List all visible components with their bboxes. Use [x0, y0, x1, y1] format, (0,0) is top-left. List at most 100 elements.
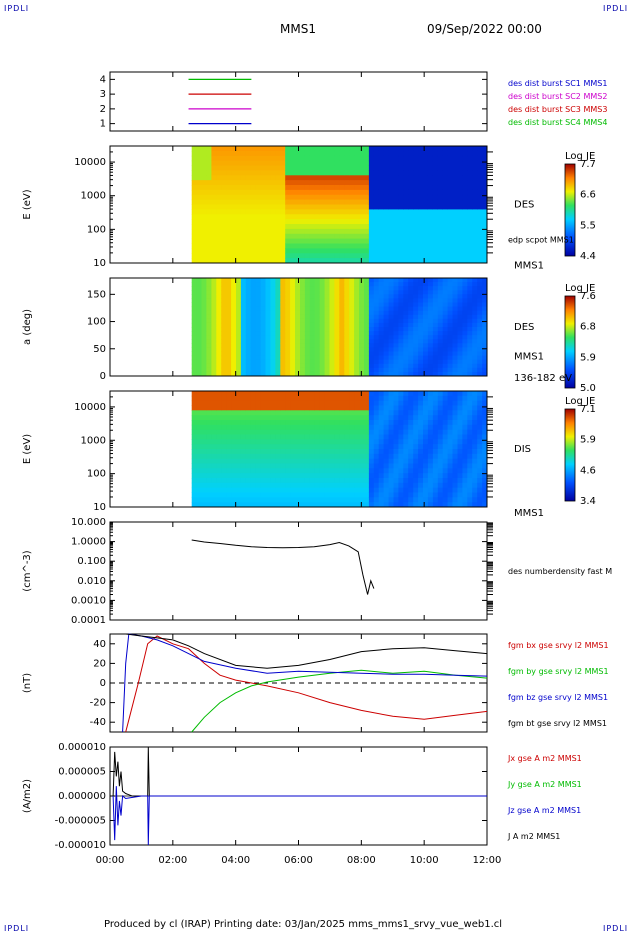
heatmap-cell — [206, 478, 212, 484]
heatmap-cell — [226, 253, 232, 259]
heatmap-cell — [196, 189, 202, 196]
heatmap-cell — [285, 359, 291, 365]
heatmap-cell — [413, 253, 419, 259]
heatmap-cell — [388, 209, 394, 215]
heatmap-cell — [319, 310, 326, 316]
heatmap-cell — [457, 160, 463, 166]
heatmap-cell — [354, 482, 360, 489]
heatmap-cell — [457, 233, 463, 240]
heatmap-cell — [388, 473, 394, 479]
heatmap-cell — [418, 410, 424, 416]
heatmap-cell — [359, 482, 365, 489]
heatmap-cell — [408, 214, 414, 220]
heatmap-cell — [314, 444, 321, 450]
heatmap-cell — [260, 204, 266, 210]
heatmap-cell — [354, 497, 360, 503]
heatmap-cell — [344, 463, 350, 469]
heatmap-cell — [452, 248, 458, 254]
heatmap-cell — [482, 415, 488, 421]
heatmap-cell — [378, 194, 385, 201]
heatmap-cell — [349, 306, 355, 312]
heatmap-cell — [447, 185, 453, 191]
heatmap-cell — [221, 439, 227, 445]
heatmap-cell — [383, 165, 389, 171]
heatmap-cell — [295, 310, 301, 316]
heatmap-cell — [275, 391, 281, 397]
heatmap-cell — [270, 351, 276, 357]
heatmap-cell — [304, 359, 311, 365]
heatmap-cell — [211, 219, 217, 225]
heatmap-cell — [265, 219, 271, 225]
heatmap-cell — [191, 150, 198, 157]
heatmap-cell — [349, 415, 355, 421]
heatmap-cell — [196, 209, 202, 215]
heatmap-cell — [344, 482, 350, 489]
heatmap-cell — [196, 243, 202, 249]
heatmap-cell — [432, 444, 439, 450]
heatmap-cell — [462, 248, 468, 254]
heatmap-cell — [285, 282, 291, 287]
heatmap-cell — [236, 219, 242, 225]
heatmap-cell — [339, 248, 345, 254]
heatmap-cell — [378, 294, 385, 299]
heatmap-cell — [339, 150, 345, 157]
heatmap-cell — [437, 318, 444, 324]
heatmap-cell — [354, 248, 360, 254]
heatmap-cell — [359, 180, 365, 186]
heatmap-cell — [388, 439, 394, 445]
heatmap-cell — [270, 214, 276, 220]
heatmap-cell — [383, 185, 389, 191]
heatmap-cell — [226, 424, 232, 431]
heatmap-cell — [432, 449, 439, 455]
heatmap-cell — [201, 434, 207, 440]
heatmap-cell — [437, 424, 444, 431]
heatmap-cell — [344, 405, 350, 411]
heatmap-cell — [260, 294, 266, 299]
heatmap-cell — [250, 400, 257, 406]
heatmap-cell — [280, 363, 286, 369]
heatmap-cell — [418, 180, 424, 186]
heatmap-cell — [270, 185, 276, 191]
heatmap-cell — [260, 424, 266, 431]
heatmap-cell — [388, 298, 394, 303]
heatmap-cell — [314, 420, 321, 426]
heatmap-cell — [418, 238, 424, 244]
heatmap-cell — [354, 434, 360, 440]
heatmap-cell — [319, 453, 326, 460]
heatmap-cell — [472, 343, 478, 348]
heatmap-cell — [280, 238, 286, 244]
heatmap-cell — [413, 351, 419, 357]
heatmap-cell — [329, 298, 335, 303]
heatmap-cell — [211, 146, 217, 152]
heatmap-cell — [206, 429, 212, 435]
heatmap-cell — [280, 294, 286, 299]
heatmap-cell — [462, 420, 468, 426]
heatmap-cell — [418, 429, 424, 435]
heatmap-cell — [260, 160, 266, 166]
heatmap-cell — [403, 439, 409, 445]
heatmap-cell — [319, 367, 326, 373]
heatmap-cell — [240, 444, 247, 450]
heatmap-cell — [452, 359, 458, 365]
heatmap-cell — [314, 204, 321, 210]
heatmap-cell — [300, 497, 306, 503]
heatmap-cell — [324, 347, 330, 352]
heatmap-cell — [432, 458, 439, 464]
y-tick-label: -0.000010 — [55, 840, 106, 851]
heatmap-cell — [319, 497, 326, 503]
heatmap-cell — [349, 439, 355, 445]
heatmap-cell — [329, 492, 335, 498]
heatmap-cell — [482, 199, 488, 205]
heatmap-cell — [378, 420, 385, 426]
heatmap-cell — [196, 487, 202, 493]
heatmap-cell — [344, 282, 350, 287]
heatmap-cell — [373, 327, 380, 332]
heatmap-cell — [329, 424, 335, 431]
heatmap-cell — [275, 395, 281, 402]
heatmap-cell — [364, 180, 370, 186]
y-tick-label: 4 — [100, 74, 106, 85]
heatmap-cell — [442, 355, 449, 361]
heatmap-cell — [211, 410, 217, 416]
heatmap-cell — [231, 310, 237, 316]
